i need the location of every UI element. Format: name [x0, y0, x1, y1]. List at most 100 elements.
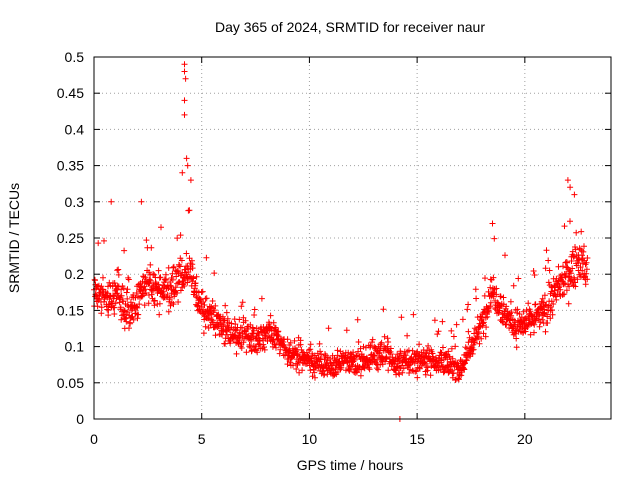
data-point — [129, 313, 136, 320]
data-point — [135, 311, 142, 318]
data-point — [581, 243, 587, 250]
data-point — [307, 367, 314, 374]
data-point — [272, 324, 279, 331]
data-point — [480, 320, 486, 327]
data-point — [557, 286, 564, 293]
data-point — [287, 339, 294, 346]
data-point — [463, 357, 470, 364]
data-point — [513, 344, 520, 351]
data-point — [143, 237, 150, 244]
data-point — [291, 337, 298, 344]
data-point — [322, 354, 329, 360]
data-point — [239, 299, 246, 306]
data-point — [478, 335, 485, 342]
data-point — [489, 220, 496, 227]
data-point — [168, 283, 175, 290]
data-point — [378, 339, 385, 346]
data-point — [435, 328, 442, 335]
data-point — [487, 303, 494, 310]
data-point — [543, 247, 550, 254]
data-point — [351, 357, 358, 363]
data-point — [487, 299, 494, 306]
data-point — [398, 314, 405, 321]
data-point — [284, 336, 291, 343]
data-point — [147, 277, 154, 284]
data-point — [256, 332, 263, 338]
data-point — [542, 265, 549, 272]
data-point — [177, 263, 184, 270]
data-point — [438, 363, 445, 370]
y-axis: 0 0.05 0.1 0.15 0.2 0.25 0.3 0.35 0.4 0.45 0.5 — [57, 49, 611, 427]
data-point — [111, 280, 118, 286]
y-tick-label: 0.45 — [57, 85, 84, 101]
y-tick-label: 0 — [76, 411, 84, 427]
data-point — [176, 279, 183, 286]
data-point — [95, 240, 102, 247]
data-point — [338, 364, 345, 371]
data-point — [178, 257, 185, 264]
data-point — [306, 347, 312, 353]
data-point — [105, 312, 112, 319]
data-point — [236, 316, 243, 323]
y-tick-label: 0.5 — [65, 49, 85, 65]
y-tick-label: 0.35 — [57, 158, 84, 174]
data-point — [409, 347, 416, 354]
data-point — [373, 365, 380, 372]
data-point — [569, 265, 576, 272]
data-point — [343, 327, 350, 334]
data-point — [209, 317, 216, 324]
data-point — [242, 317, 249, 324]
data-point — [177, 287, 184, 294]
data-point — [181, 68, 188, 75]
data-point — [485, 288, 492, 295]
data-point — [584, 276, 591, 283]
data-point — [405, 362, 412, 369]
data-point — [383, 355, 390, 362]
data-point — [174, 235, 181, 242]
data-point — [499, 318, 506, 325]
data-point — [267, 312, 274, 319]
data-point — [545, 257, 552, 264]
data-point — [114, 290, 121, 297]
data-point — [238, 345, 245, 351]
y-tick-label: 0.4 — [65, 121, 85, 137]
data-point — [203, 295, 210, 302]
data-point — [124, 295, 131, 302]
data-point — [199, 288, 206, 295]
data-point — [117, 294, 124, 301]
data-point — [542, 328, 549, 335]
data-point — [223, 309, 230, 316]
data-point — [120, 285, 127, 292]
data-point — [350, 349, 357, 356]
data-point — [445, 348, 452, 355]
data-point — [464, 306, 471, 313]
data-point — [547, 315, 554, 322]
data-point — [200, 330, 207, 337]
data-point — [347, 366, 354, 373]
data-point — [243, 349, 250, 356]
data-point — [151, 271, 158, 278]
data-point — [280, 339, 287, 345]
data-point — [442, 365, 448, 372]
data-point — [540, 310, 547, 317]
data-point — [448, 327, 455, 334]
data-point — [531, 321, 538, 328]
data-point — [513, 335, 520, 342]
data-point — [179, 169, 186, 176]
data-point — [94, 303, 101, 310]
data-point — [118, 316, 125, 323]
data-point — [165, 308, 172, 315]
data-point — [531, 272, 538, 278]
data-point — [482, 275, 488, 282]
data-point — [497, 293, 504, 300]
data-point — [125, 276, 132, 283]
data-point — [514, 306, 521, 313]
data-point — [193, 273, 200, 280]
data-point — [559, 271, 565, 278]
data-point — [544, 313, 551, 320]
data-point — [108, 198, 115, 205]
data-point — [273, 344, 279, 351]
y-tick-label: 0.25 — [57, 230, 84, 246]
y-axis-label: SRMTID / TECUs — [6, 183, 22, 293]
x-tick-label: 0 — [90, 431, 98, 447]
